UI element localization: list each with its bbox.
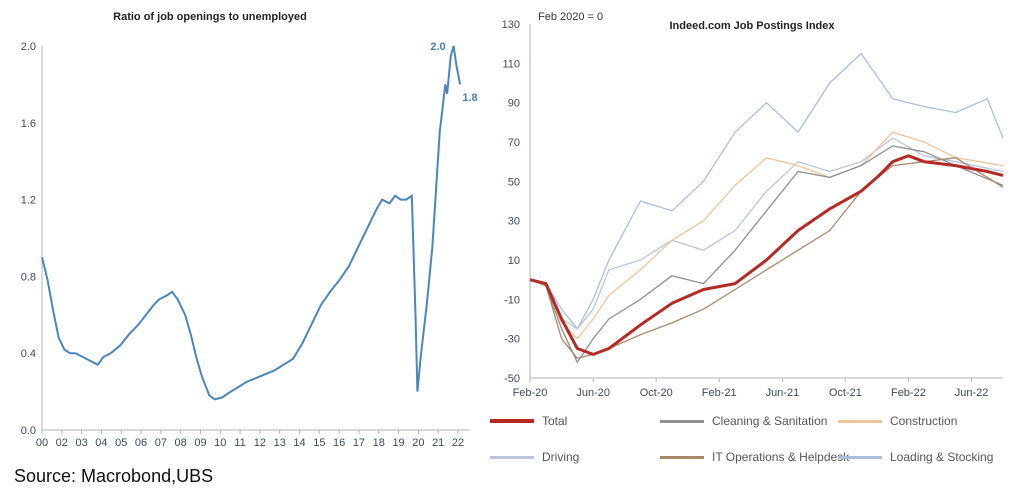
legend-swatch-driving: [490, 455, 534, 459]
right-x-tick-label: Feb-22: [891, 387, 926, 399]
right-chart-title: Indeed.com Job Postings Index: [669, 20, 835, 32]
left-series-line: [41, 45, 462, 401]
right-chart-subtitle: Feb 2020 = 0: [538, 11, 603, 23]
left-x-tick-label: 15: [313, 437, 325, 449]
right-y-tick-label: 10: [508, 255, 520, 267]
right-y-tick-label: 30: [508, 216, 520, 228]
right-x-tick-label: Feb-20: [513, 387, 548, 399]
right-x-tick-label: Oct-21: [829, 387, 862, 399]
legend-item-construction: Construction: [838, 414, 957, 428]
left-y-tick-label: 0.4: [21, 348, 36, 360]
left-x-tick-label: 10: [214, 437, 226, 449]
left-x-tick-label: 16: [333, 437, 345, 449]
left-x-tick-label: 18: [373, 437, 385, 449]
legend-item-loading: Loading & Stocking: [838, 450, 993, 464]
right-series-lines: [529, 52, 1004, 363]
right-x-tick-label: Jun-21: [766, 387, 800, 399]
left-y-tick-label: 1.6: [21, 118, 36, 130]
legend-swatch-construction: [838, 419, 882, 423]
legend-item-it-operations: IT Operations & Helpdesk: [660, 450, 849, 464]
right-x-tick-labels: Feb-20 Jun-20 Oct-20 Feb-21 Jun-21 Oct-21 Feb-…: [513, 378, 989, 399]
right-y-tick-labels: -50 -30 -10 10 30 50 70 90 110 130: [502, 19, 520, 385]
right-x-tick-label: Feb-21: [702, 387, 737, 399]
left-x-tick-label: 22: [452, 437, 464, 449]
left-y-tick-label: 0.0: [21, 425, 36, 437]
series-line-cleaning-sanitation: [529, 145, 1004, 363]
left-x-tick-label: 12: [254, 437, 266, 449]
series-line-driving: [529, 137, 1004, 330]
left-line-chart: Ratio of job openings to unemployed 0.00…: [21, 11, 478, 449]
left-x-tick-label: 05: [115, 437, 127, 449]
right-y-tick-label: -50: [504, 373, 520, 385]
legend-item-driving: Driving: [490, 450, 579, 464]
legend-swatch-loading: [838, 455, 882, 459]
right-x-tick-label: Jun-20: [576, 387, 610, 399]
legend-label-loading: Loading & Stocking: [890, 450, 994, 464]
legend-label-it-operations: IT Operations & Helpdesk: [712, 450, 850, 464]
right-y-tick-label: -10: [504, 294, 520, 306]
right-line-chart: Feb 2020 = 0 Indeed.com Job Postings Ind…: [502, 11, 1004, 399]
left-x-tick-label: 04: [95, 437, 107, 449]
legend-item-cleaning: Cleaning & Sanitation: [660, 414, 827, 428]
right-y-tick-label: 110: [502, 58, 520, 70]
source-note: Source: Macrobond,UBS: [14, 466, 214, 486]
right-y-tick-label: 50: [508, 176, 520, 188]
left-x-tick-label: 13: [274, 437, 286, 449]
right-y-tick-label: 70: [508, 137, 520, 149]
left-x-tick-label: 06: [135, 437, 147, 449]
legend-label-construction: Construction: [890, 414, 958, 428]
left-x-tick-label: 20: [412, 437, 424, 449]
left-x-tick-label: 11: [234, 437, 245, 449]
left-x-tick-label: 17: [353, 437, 365, 449]
right-y-tick-label: 90: [508, 98, 520, 110]
left-x-tick-label: 21: [432, 437, 444, 449]
legend-label-cleaning: Cleaning & Sanitation: [712, 414, 828, 428]
series-line-construction: [529, 131, 1004, 340]
legend-swatch-cleaning: [660, 419, 704, 423]
legend-label-total: Total: [542, 414, 568, 428]
right-x-tick-label: Oct-20: [640, 387, 673, 399]
left-x-tick-label: 02: [56, 437, 68, 449]
left-x-tick-label: 00: [36, 437, 48, 449]
legend-swatch-it-operations: [660, 455, 704, 459]
peak-label: 2.0: [430, 41, 445, 53]
right-y-tick-label: 130: [502, 19, 520, 31]
right-y-tick-label: -30: [504, 334, 520, 346]
left-x-tick-labels: 00 02 03 04 05 06 07 08 09 10 11 12 13 14 15 16 17 18 19 20…: [36, 430, 464, 449]
legend-item-total: Total: [490, 414, 567, 428]
left-x-tick-label: 19: [392, 437, 404, 449]
left-y-tick-labels: 0.0 0.4 0.8 1.2 1.6 2.0: [21, 41, 36, 437]
latest-label: 1.8: [462, 92, 477, 104]
right-x-tick-label: Jun-22: [955, 387, 989, 399]
left-x-tick-label: 03: [75, 437, 87, 449]
left-chart-title: Ratio of job openings to unemployed: [113, 11, 307, 23]
left-x-tick-label: 09: [194, 437, 206, 449]
legend-label-driving: Driving: [542, 450, 580, 464]
left-y-tick-label: 1.2: [21, 195, 36, 207]
right-chart-legend: Total Cleaning & Sanitation Construction…: [490, 414, 1010, 474]
series-line-it-operations-helpdesk: [529, 157, 1004, 359]
left-x-tick-label: 08: [175, 437, 187, 449]
left-y-tick-label: 2.0: [21, 41, 36, 53]
left-x-tick-label: 07: [155, 437, 167, 449]
series-line-total: [529, 154, 1004, 356]
left-x-tick-label: 14: [293, 437, 305, 449]
legend-swatch-total: [490, 419, 534, 423]
left-y-tick-label: 0.8: [21, 271, 36, 283]
